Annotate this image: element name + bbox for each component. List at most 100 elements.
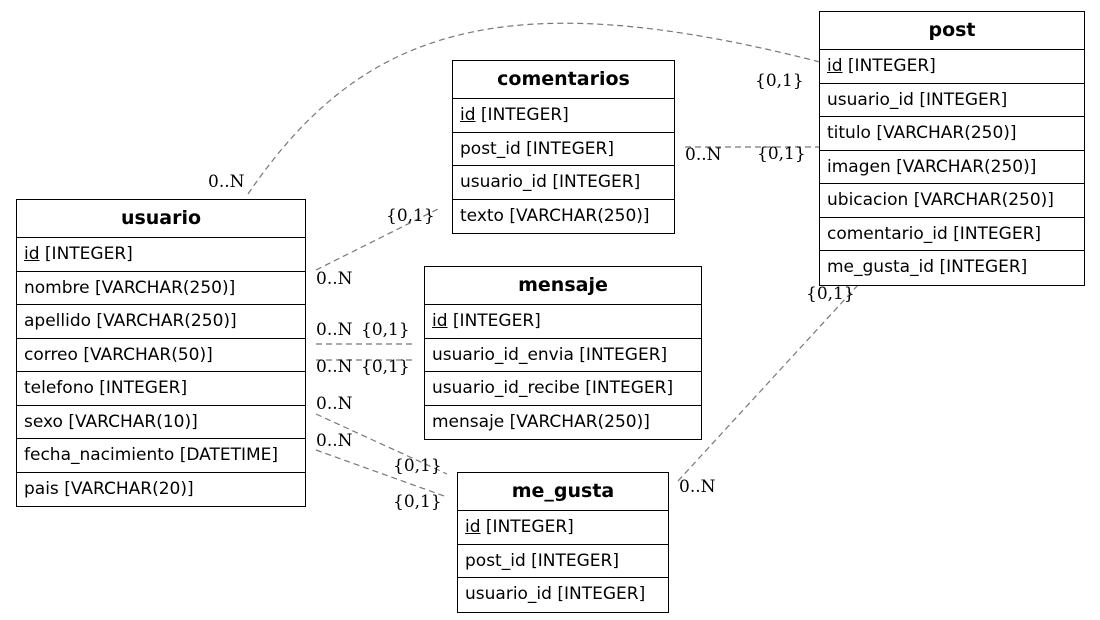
entity-title: me_gusta [458, 473, 668, 511]
field-row[interactable]: ubicacion [VARCHAR(250)] [820, 184, 1084, 218]
field-row[interactable]: post_id [INTEGER] [458, 545, 668, 578]
field-row[interactable]: usuario_id_envia [INTEGER] [425, 339, 701, 372]
cardinality-label: 0..N [316, 431, 353, 451]
field-name: mensaje [432, 411, 505, 432]
field-type: [VARCHAR(250)] [890, 156, 1037, 177]
cardinality-label: 0..N [316, 320, 353, 340]
entity-comentarios[interactable]: comentarios id [INTEGER] post_id [INTEGE… [452, 60, 675, 234]
field-row[interactable]: id [INTEGER] [17, 238, 305, 272]
field-type: [VARCHAR(250)] [504, 411, 650, 432]
cardinality-label: {0,1} [806, 284, 855, 304]
cardinality-label: {0,1} [393, 456, 442, 476]
field-type: [VARCHAR(50)] [77, 344, 213, 365]
field-row[interactable]: imagen [VARCHAR(250)] [820, 151, 1084, 184]
field-type: [INTEGER] [447, 311, 541, 331]
field-row[interactable]: me_gusta_id [INTEGER] [820, 251, 1084, 285]
field-name: usuario_id_recibe [432, 378, 580, 398]
field-row[interactable]: usuario_id [INTEGER] [458, 578, 668, 612]
cardinality-label: 0..N [679, 477, 716, 497]
primary-key-field: id [465, 517, 481, 537]
field-type: [INTEGER] [546, 172, 641, 192]
edge-usuario-me_gusta-b [315, 449, 448, 498]
field-row[interactable]: titulo [VARCHAR(250)] [820, 117, 1084, 151]
entity-mensaje[interactable]: mensaje id [INTEGER] usuario_id_envia [I… [424, 266, 702, 440]
field-type: [VARCHAR(20)] [58, 478, 194, 499]
primary-key-field: id [460, 105, 476, 125]
field-name: post_id [460, 138, 521, 159]
cardinality-label: 0..N [316, 357, 353, 377]
field-type: [INTEGER] [525, 550, 619, 571]
entity-me_gusta[interactable]: me_gusta id [INTEGER] post_id [INTEGER] … [457, 472, 669, 613]
entity-title: comentarios [453, 61, 674, 99]
cardinality-label: {0,1} [386, 206, 435, 226]
field-type: [VARCHAR(250)] [908, 190, 1054, 210]
cardinality-label: 0..N [316, 269, 353, 289]
field-name: me_gusta_id [827, 257, 935, 277]
field-row[interactable]: id [INTEGER] [820, 50, 1084, 84]
field-row[interactable]: telefono [INTEGER] [17, 372, 305, 406]
primary-key-field: id [432, 311, 448, 331]
field-row[interactable]: pais [VARCHAR(20)] [17, 473, 305, 507]
field-type: [INTEGER] [842, 56, 936, 76]
field-row[interactable]: usuario_id [INTEGER] [820, 84, 1084, 117]
entity-post[interactable]: post id [INTEGER] usuario_id [INTEGER] t… [819, 11, 1085, 286]
field-type: [INTEGER] [480, 517, 574, 537]
field-name: nombre [24, 277, 90, 298]
field-row[interactable]: id [INTEGER] [453, 99, 674, 133]
cardinality-label: 0..N [208, 172, 245, 192]
field-name: imagen [827, 156, 891, 177]
field-name: usuario_id [460, 172, 547, 192]
field-name: comentario_id [827, 223, 948, 244]
field-type: [INTEGER] [39, 244, 133, 264]
field-type: [VARCHAR(250)] [89, 277, 236, 298]
field-row[interactable]: usuario_id_recibe [INTEGER] [425, 372, 701, 406]
cardinality-label: {0,1} [361, 320, 410, 340]
field-type: [INTEGER] [93, 378, 188, 398]
edge-usuario-comentarios [315, 207, 441, 271]
field-type: [INTEGER] [573, 344, 668, 365]
field-name: sexo [24, 411, 63, 432]
field-type: [VARCHAR(10)] [62, 411, 198, 432]
field-type: [INTEGER] [551, 584, 646, 604]
field-name: pais [24, 478, 59, 499]
field-type: [VARCHAR(250)] [91, 311, 237, 331]
cardinality-label: {0,1} [393, 492, 442, 512]
field-row[interactable]: id [INTEGER] [458, 511, 668, 545]
field-row[interactable]: mensaje [VARCHAR(250)] [425, 406, 701, 440]
field-name: apellido [24, 311, 92, 331]
entity-title: post [820, 12, 1084, 50]
field-name: usuario_id [827, 89, 914, 110]
entity-usuario[interactable]: usuario id [INTEGER] nombre [VARCHAR(250… [16, 199, 306, 507]
field-row[interactable]: texto [VARCHAR(250)] [453, 200, 674, 234]
cardinality-label: 0..N [685, 145, 722, 165]
field-type: [INTEGER] [934, 257, 1028, 277]
field-type: [VARCHAR(250)] [870, 123, 1017, 143]
field-name: ubicacion [827, 190, 909, 210]
field-row[interactable]: id [INTEGER] [425, 305, 701, 339]
entity-title: usuario [17, 200, 305, 238]
field-name: post_id [465, 550, 526, 571]
edge-usuario-post [247, 22, 821, 195]
field-type: [INTEGER] [579, 378, 674, 398]
edge-me_gusta-post [677, 284, 859, 482]
field-row[interactable]: post_id [INTEGER] [453, 133, 674, 166]
field-type: [DATETIME] [174, 445, 279, 465]
cardinality-label: {0,1} [361, 357, 410, 377]
field-row[interactable]: nombre [VARCHAR(250)] [17, 272, 305, 305]
field-row[interactable]: correo [VARCHAR(50)] [17, 339, 305, 372]
primary-key-field: id [24, 244, 40, 264]
field-name: texto [460, 205, 504, 226]
field-name: usuario_id [465, 584, 552, 604]
field-type: [INTEGER] [475, 105, 569, 125]
field-row[interactable]: usuario_id [INTEGER] [453, 166, 674, 200]
field-row[interactable]: sexo [VARCHAR(10)] [17, 406, 305, 439]
primary-key-field: id [827, 56, 843, 76]
cardinality-label: {0,1} [757, 144, 806, 164]
field-type: [INTEGER] [947, 223, 1042, 244]
field-row[interactable]: apellido [VARCHAR(250)] [17, 305, 305, 339]
field-type: [INTEGER] [913, 89, 1008, 110]
field-row[interactable]: fecha_nacimiento [DATETIME] [17, 439, 305, 473]
field-row[interactable]: comentario_id [INTEGER] [820, 218, 1084, 251]
field-type: [VARCHAR(250)] [503, 205, 650, 226]
